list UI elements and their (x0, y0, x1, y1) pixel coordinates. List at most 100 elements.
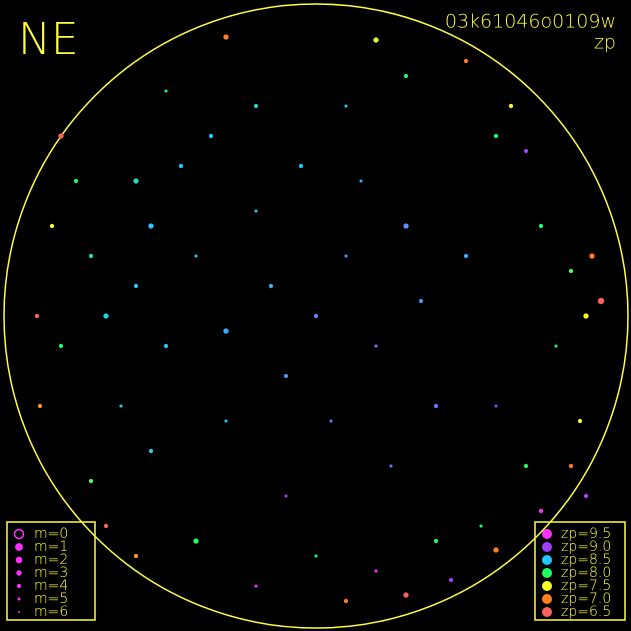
star (538, 508, 544, 514)
magnitude-legend-box (6, 521, 96, 621)
star (254, 209, 258, 213)
star (37, 403, 43, 409)
star (433, 403, 439, 409)
zp-legend-label: zp=7.0 (561, 591, 611, 607)
star (283, 373, 289, 379)
magnitude-legend-marker (15, 556, 23, 564)
star (313, 313, 319, 319)
magnitude-legend-label: m=1 (34, 539, 68, 555)
star (223, 34, 229, 40)
star (73, 178, 79, 184)
star (583, 313, 589, 319)
direction-title: NE (18, 14, 79, 65)
star (403, 73, 409, 79)
image-id: 03k61046o0109w (445, 11, 616, 33)
star (178, 163, 184, 169)
magnitude-legend-label: m=2 (34, 552, 68, 568)
legends: m=0m=1m=2m=3m=4m=5m=6zp=9.5zp=9.0zp=8.5z… (13, 526, 611, 620)
star (577, 418, 583, 424)
magnitude-legend-label: m=4 (34, 578, 68, 594)
star (314, 554, 318, 558)
star (254, 584, 258, 588)
star (344, 104, 348, 108)
star (208, 133, 214, 139)
star (148, 448, 154, 454)
star (193, 538, 199, 544)
star (133, 178, 139, 184)
zp-legend-box (534, 521, 626, 621)
magnitude-legend-marker (18, 611, 20, 613)
star (403, 592, 409, 598)
stars (34, 34, 605, 604)
zp-legend-marker (542, 555, 552, 565)
horizon-circle (3, 3, 629, 629)
star (58, 133, 64, 139)
star (343, 598, 349, 604)
star (103, 313, 109, 319)
star (164, 89, 168, 93)
zp-legend-label: zp=6.5 (561, 604, 611, 620)
star (583, 493, 589, 499)
star (374, 569, 378, 573)
star (418, 298, 424, 304)
zp-legend-marker (542, 542, 552, 552)
zp-legend-label: zp=9.5 (561, 526, 611, 542)
magnitude-legend-marker (17, 597, 21, 601)
magnitude-legend-marker (16, 570, 22, 576)
star (523, 148, 529, 154)
star (589, 253, 595, 259)
star (223, 328, 229, 334)
star (433, 538, 439, 544)
star (298, 163, 304, 169)
star (344, 254, 348, 258)
star (374, 344, 378, 348)
star (538, 223, 544, 229)
star (463, 58, 469, 64)
star (58, 343, 64, 349)
magnitude-legend-marker (15, 543, 23, 551)
star (268, 283, 274, 289)
star (88, 478, 94, 484)
star (103, 523, 109, 529)
star (403, 223, 409, 229)
zp-legend-marker (542, 581, 552, 591)
magnitude-legend-label: m=6 (34, 604, 68, 620)
star (554, 344, 558, 348)
star (49, 223, 55, 229)
magnitude-legend-label: m=3 (34, 565, 68, 581)
star (148, 223, 154, 229)
star (523, 463, 529, 469)
star (34, 313, 40, 319)
star (597, 297, 605, 305)
star (163, 343, 169, 349)
magnitude-legend-label: m=0 (34, 526, 68, 542)
star (448, 577, 454, 583)
star (88, 253, 94, 259)
magnitude-legend-marker (16, 583, 22, 589)
star (463, 253, 469, 259)
zp-legend-label: zp=8.0 (561, 565, 611, 581)
star (133, 553, 139, 559)
star (133, 283, 139, 289)
zp-legend-marker (542, 529, 552, 539)
star (224, 419, 228, 423)
zp-legend-label: zp=7.5 (561, 578, 611, 594)
star (359, 179, 363, 183)
star (389, 464, 393, 468)
star (494, 404, 498, 408)
zp-legend-label: zp=9.0 (561, 539, 611, 555)
star (508, 103, 514, 109)
star (568, 463, 574, 469)
zp-legend-marker (542, 568, 552, 578)
star (253, 103, 259, 109)
star (493, 547, 499, 553)
zp-legend-label: zp=8.5 (561, 552, 611, 568)
magnitude-legend-label: m=5 (34, 591, 68, 607)
star (284, 494, 288, 498)
star (373, 37, 379, 43)
star (568, 268, 574, 274)
star (479, 524, 483, 528)
magnitude-legend-marker (13, 528, 25, 540)
zp-legend-marker (542, 594, 552, 604)
